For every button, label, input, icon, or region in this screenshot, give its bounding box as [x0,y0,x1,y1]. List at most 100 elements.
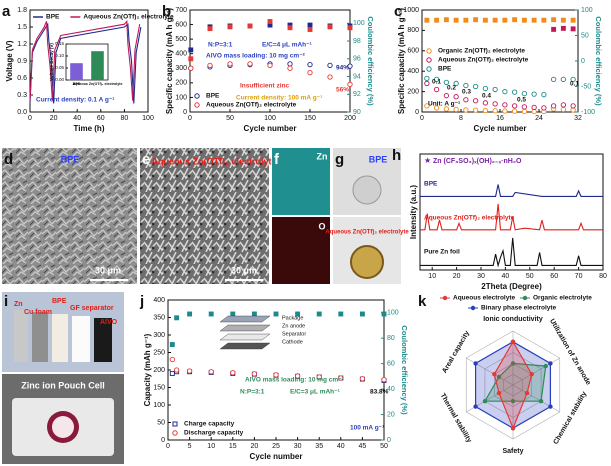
separator-disc [350,245,384,279]
data-point [287,65,293,71]
data-point [381,311,387,317]
image-label: BPE [61,154,80,164]
x-tick-label: 200 [344,115,356,122]
legend-marker [522,295,528,301]
data-point [295,311,301,317]
x-tick-label: 20 [50,115,58,122]
data-point [230,370,236,376]
rate-label: 0.5 [517,97,526,104]
y-tick-label: 0.0 [17,109,27,116]
x-axis-label: Cycle number [250,452,303,461]
annotation: E/C=3 μL mAh⁻¹ [290,389,340,396]
x-tick-label: 50 [526,273,534,280]
data-point [482,17,488,23]
y-tick-label: 0.9 [17,58,27,65]
radar-point [529,372,534,377]
x-tick-label: 32 [574,115,582,122]
data-point [169,371,175,376]
data-point [267,62,273,69]
panel-letter: e [142,151,150,168]
data-point [541,17,547,23]
data-point [531,17,537,23]
y2-tick-label: 60 [387,360,395,367]
data-point [287,61,293,67]
y-tick-label: 100 [153,402,165,409]
trace-label: Aqueous Zn(OTf)₂ electrolyte [424,214,515,221]
panel-letter: i [4,293,8,310]
y2-tick-label: 100 [353,20,365,27]
annotation: 100 mA g⁻¹ [350,425,384,432]
radar-point [510,361,516,366]
data-point [541,92,547,98]
data-point [570,76,576,83]
legend-marker [172,430,178,436]
y-tick-label: 300 [175,65,187,72]
annotation: N:P=3:1 [208,42,233,49]
y-tick-label: 600 [407,48,419,55]
data-point [434,17,440,23]
data-point [307,27,313,32]
trace-label: Pure Zn foil [424,248,460,255]
y-tick-label: 700 [175,7,187,14]
x-tick-label: 60 [550,273,558,280]
pouch-schematic [219,315,271,350]
annotation: Unit: A g⁻¹ [428,101,460,108]
eds-map-o [272,217,330,284]
legend-star: ★ [424,156,431,165]
y-tick-label: 0 [161,437,165,444]
radar-point [482,399,488,404]
data-point [327,24,333,30]
data-point [550,76,557,83]
data-line [29,22,142,104]
data-point [443,79,450,86]
y-tick-label: 200 [153,367,165,374]
data-point [316,311,322,317]
radar-point [510,339,516,344]
component [94,318,112,362]
y-tick-label: 500 [175,36,187,43]
x-tick-label: 16 [496,115,504,122]
y-tick-label: 50 [157,419,165,426]
rate-label: 0.4 [482,93,491,100]
panel-letter: j [139,293,144,310]
annotation: Current density: 100 mA g⁻¹ [236,95,322,102]
y-tick-label: 1.8 [17,7,27,14]
radar-axis-label: Utilization of Zn anode [548,318,592,387]
x-tick-label: 24 [535,115,543,122]
y-tick-label: 0.15 [55,41,64,46]
component [14,310,28,362]
data-point [347,81,353,87]
legend-label: Aqueous electrolyte [453,295,516,302]
bar [70,63,83,80]
data-point [359,311,365,317]
sem-image [2,148,137,284]
x-tick-label: 40 [502,273,510,280]
y-tick-label: 0.00 [55,77,64,82]
y2-tick-label: 94 [353,73,361,80]
data-point [502,88,508,95]
data-point [273,372,279,378]
plot-frame [419,153,604,271]
panel-letter: k [418,293,427,310]
data-point [521,90,528,97]
x-axis-label: Time (h) [74,124,105,133]
y2-tick-label: 96 [353,56,361,63]
data-point [492,101,498,107]
y-axis-label: Voltage Decay (V) [49,43,54,81]
radar-axis-label: Areal capacity [441,330,471,375]
schematic-label: Separator [282,331,306,337]
component [72,316,90,362]
component-label: Cu foam [24,309,52,316]
x-tick-label: 25 [272,443,280,450]
x-axis-label: 2Theta (Degree) [481,282,542,291]
radar-point [473,361,478,366]
x-axis-label: Cycle number [474,124,527,133]
data-point [424,80,430,87]
component-label: GF separator [70,305,114,312]
y-axis-label: Specific capacity (mA h g⁻¹) [165,8,174,115]
data-point [511,89,518,95]
data-point [511,103,518,109]
radar-point [496,374,502,380]
component [52,314,68,362]
